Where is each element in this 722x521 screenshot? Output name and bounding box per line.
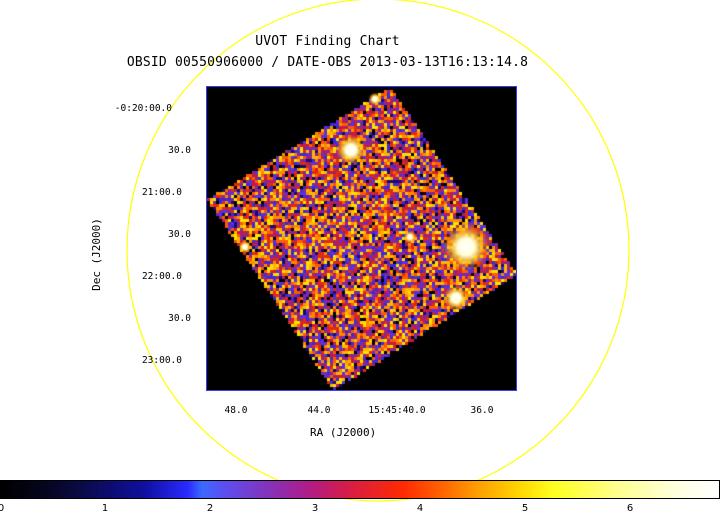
chart-title: UVOT Finding Chart	[255, 34, 400, 49]
colorbar-tick-label: 5	[521, 503, 529, 514]
ra-tick-label: 44.0	[307, 405, 331, 416]
dec-tick-label: 21:00.0	[141, 187, 182, 198]
ra-tick-label: 15:45:40.0	[368, 405, 426, 416]
ra-tick-label: 36.0	[470, 405, 494, 416]
ra-axis-title: RA (J2000)	[310, 426, 377, 439]
dec-tick-label: 30.0	[168, 229, 191, 240]
dec-tick-label: 30.0	[168, 145, 191, 156]
dec-tick-label: 22:00.0	[141, 271, 182, 282]
colorbar	[0, 480, 720, 499]
dec-tick-label: -0:20:00.0	[114, 103, 172, 114]
sky-image-canvas	[207, 87, 516, 390]
chart-subtitle: OBSID 00550906000 / DATE-OBS 2013-03-13T…	[126, 55, 529, 70]
colorbar-tick-label: 1	[101, 503, 109, 514]
colorbar-tick-label: 6	[626, 503, 634, 514]
ra-tick-label: 48.0	[224, 405, 248, 416]
colorbar-tick-label: 4	[416, 503, 424, 514]
dec-axis-title: Dec (J2000)	[89, 218, 103, 291]
dec-tick-label: 30.0	[168, 313, 191, 324]
dec-tick-label: 23:00.0	[141, 355, 182, 366]
colorbar-tick-label: 2	[206, 503, 214, 514]
sky-image[interactable]	[206, 86, 517, 391]
colorbar-tick-label: 3	[311, 503, 319, 514]
colorbar-tick-label: 0	[0, 503, 5, 514]
